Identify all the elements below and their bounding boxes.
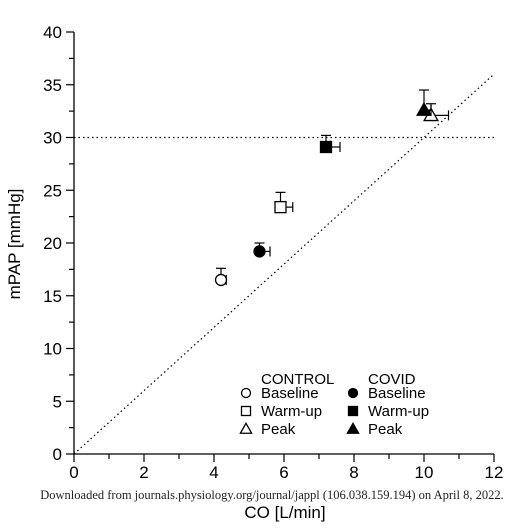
y-tick-label: 40	[43, 23, 62, 42]
y-axis-label: mPAP [mmHg]	[5, 189, 24, 300]
legend-entry-label: Baseline	[261, 385, 319, 402]
x-tick-label: 12	[485, 463, 504, 482]
legend-marker	[346, 422, 360, 434]
x-tick-label: 4	[209, 463, 218, 482]
axes: 0 5 10 15 20 25 30 35 40 0 2 4 6 8 10 12	[43, 23, 503, 482]
legend-entry-label: Warm-up	[368, 403, 429, 420]
covid-baseline-point	[253, 245, 266, 258]
legend-marker	[240, 405, 252, 417]
y-tick-label: 30	[43, 129, 62, 148]
y-tick-label: 20	[43, 234, 62, 253]
x-tick-label: 10	[415, 463, 434, 482]
y-tick-label: 5	[53, 392, 62, 411]
x-tick-label: 6	[279, 463, 288, 482]
control-warm-up-point	[274, 200, 287, 214]
legend-marker	[240, 387, 252, 399]
legend-entry-label: Peak	[368, 421, 403, 438]
legend-group-title: COVID	[368, 371, 416, 388]
x-tick-label: 0	[69, 463, 78, 482]
legend-entry-label: Warm-up	[261, 403, 322, 420]
x-axis-label: CO [L/min]	[244, 503, 325, 522]
legend-marker	[347, 387, 359, 399]
covid-warm-up-point	[319, 140, 333, 154]
data-points	[214, 89, 450, 287]
y-tick-label: 35	[43, 76, 62, 95]
covid-peak-point	[416, 101, 432, 116]
legend-marker	[239, 422, 253, 434]
control-baseline-point	[214, 273, 228, 287]
legend-marker	[347, 405, 359, 417]
download-watermark: Downloaded from journals.physiology.org/…	[40, 488, 504, 502]
legend-entry-label: Baseline	[368, 385, 426, 402]
legend-group-title: CONTROL	[261, 371, 334, 388]
y-tick-label: 10	[43, 340, 62, 359]
y-tick-label: 15	[43, 287, 62, 306]
y-tick-label: 25	[43, 181, 62, 200]
x-tick-label: 8	[349, 463, 358, 482]
x-tick-label: 2	[139, 463, 148, 482]
legend-entry-label: Peak	[261, 421, 296, 438]
y-tick-label: 0	[53, 445, 62, 464]
legend: CONTROLBaselineWarm-upPeakCOVIDBaselineW…	[239, 371, 429, 438]
